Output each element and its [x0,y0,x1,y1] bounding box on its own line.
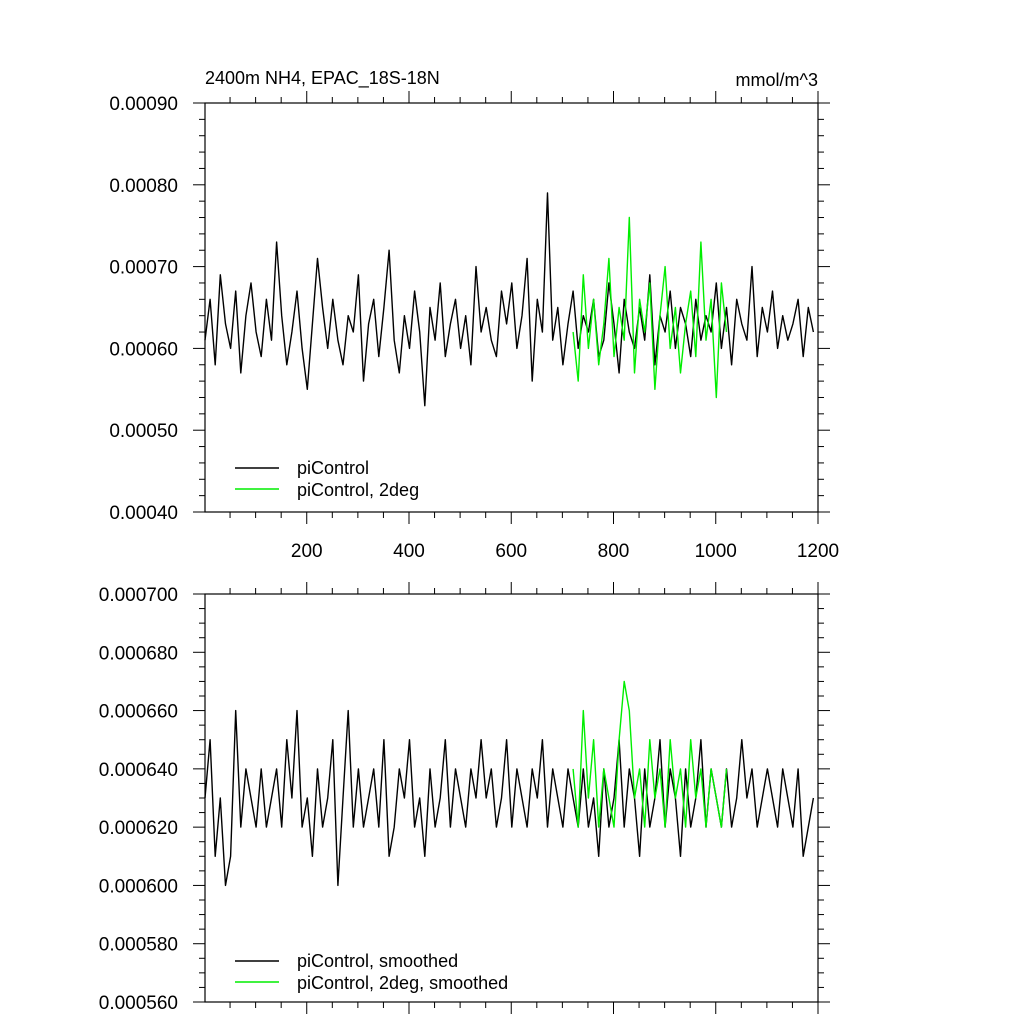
x-tick-label: 1200 [797,541,839,562]
y-tick-label: 0.000640 [99,760,178,781]
y-tick-label: 0.000560 [99,993,178,1014]
x-tick-label: 200 [291,541,323,562]
x-tick-label: 600 [495,541,527,562]
top-chart-units: mmol/m^3 [736,70,818,90]
top-legend: piControl piControl, 2deg [235,458,419,500]
series-line-0 [204,192,815,407]
top-axis-ticks: 0.00040 0.00050 0.00060 0.00070 0.00080 0.000… [109,91,839,562]
y-tick-label: 0.000680 [99,643,178,664]
y-tick-label: 0.00080 [109,176,178,197]
top-legend-label-2deg: piControl, 2deg [297,480,419,500]
y-tick-label: 0.00040 [109,503,178,524]
y-tick-label: 0.000620 [99,818,178,839]
y-tick-label: 0.00070 [109,258,178,279]
y-tick-label: 0.000600 [99,876,178,897]
y-tick-label: 0.00060 [109,339,178,360]
bottom-legend: piControl, smoothed piControl, 2deg, smo… [235,951,508,993]
y-tick-label: 0.000660 [99,702,178,723]
bottom-legend-label-smoothed: piControl, smoothed [297,951,458,971]
bottom-plot-frame [204,593,819,1003]
top-series-lines [204,192,815,407]
x-tick-label: 400 [393,541,425,562]
bottom-legend-label-2deg-smoothed: piControl, 2deg, smoothed [297,973,508,993]
series-line-1 [572,216,728,399]
bottom-series-lines [204,680,815,887]
y-tick-label: 0.000700 [99,585,178,606]
y-tick-label: 0.00050 [109,421,178,442]
top-chart-title: 2400m NH4, EPAC_18S-18N [205,68,440,89]
top-panel: 2400m NH4, EPAC_18S-18N mmol/m^3 0.00040… [109,68,839,562]
series-line-1 [572,680,728,828]
x-tick-label: 800 [598,541,630,562]
bottom-axis-ticks: 0.000560 0.000580 0.000600 0.000620 0.000640… [99,582,830,1014]
x-tick-label: 1000 [695,541,737,562]
series-line-0 [204,709,815,887]
y-tick-label: 0.000580 [99,935,178,956]
bottom-panel: 0.000560 0.000580 0.000600 0.000620 0.000640… [99,582,830,1014]
top-legend-label-piControl: piControl [297,458,369,478]
y-tick-label: 0.00090 [109,94,178,115]
